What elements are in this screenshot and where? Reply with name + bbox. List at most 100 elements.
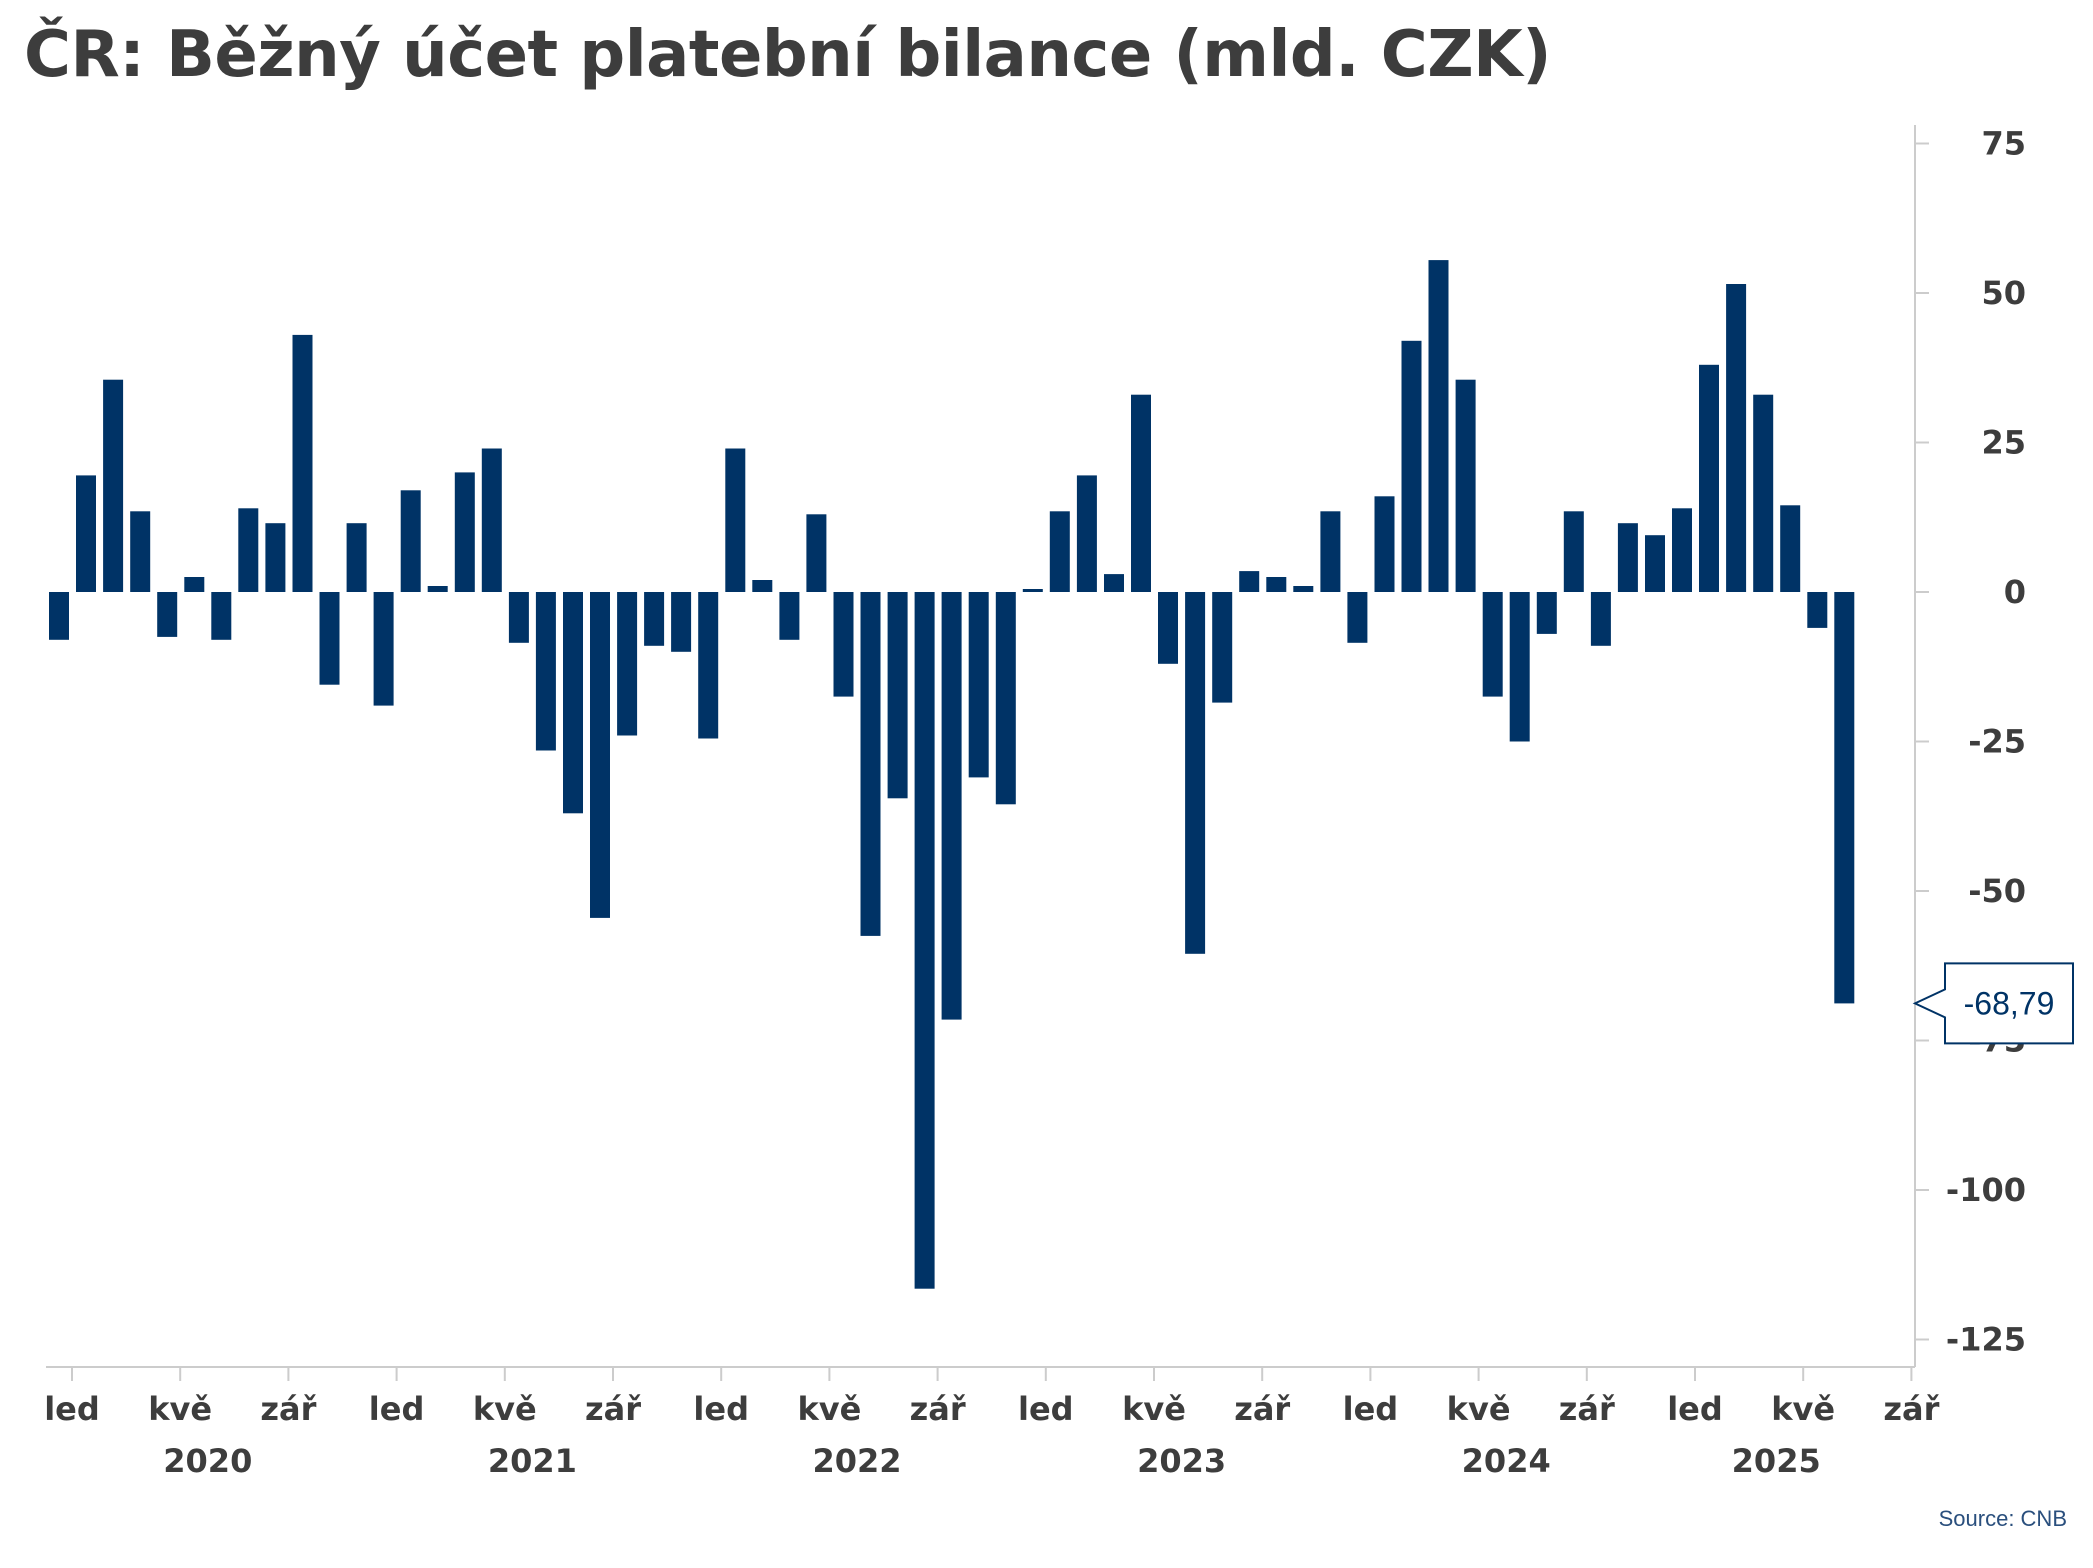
chart-title: ČR: Běžný účet platební bilance (mld. CZ… (24, 18, 1552, 92)
x-tick-label: zář (1559, 1390, 1615, 1428)
bar (1158, 592, 1178, 664)
bar (76, 475, 96, 592)
bar (319, 592, 340, 685)
bar (833, 592, 854, 697)
bar (1347, 592, 1368, 643)
y-tick-label: 75 (1981, 125, 2026, 163)
bar (752, 580, 773, 592)
bar (1401, 340, 1422, 592)
bar (265, 523, 286, 592)
bar (806, 514, 827, 592)
bar (1428, 260, 1449, 592)
bars-group (49, 260, 1855, 1289)
bar (644, 592, 665, 646)
bar (887, 592, 908, 799)
x-tick-label: zář (585, 1390, 641, 1428)
bar (1104, 574, 1124, 592)
y-tick-label: -50 (1968, 872, 2026, 910)
x-tick-label: zář (1234, 1390, 1290, 1428)
x-tick-label: zář (910, 1390, 966, 1428)
bar (1374, 496, 1395, 592)
x-tick-label: led (693, 1390, 749, 1428)
bar (1320, 511, 1341, 592)
bar (103, 379, 124, 592)
bar (1807, 592, 1828, 628)
x-tick-label: zář (260, 1390, 316, 1428)
bar (1049, 511, 1070, 592)
bar (914, 592, 935, 1289)
x-tick-label: kvě (148, 1390, 212, 1428)
bar (427, 586, 448, 592)
x-tick-label: kvě (1122, 1390, 1186, 1428)
y-tick-label: -100 (1946, 1171, 2026, 1209)
bar (508, 592, 529, 643)
callout-box (1912, 962, 2074, 1045)
y-tick-label: 25 (1981, 424, 2026, 462)
callout-value: -68,79 (1964, 985, 2055, 1021)
bar (671, 592, 692, 652)
bar (1699, 364, 1719, 592)
bar (346, 523, 367, 592)
bar (1753, 394, 1774, 592)
bar (1185, 592, 1206, 954)
bar (1455, 379, 1476, 592)
x-tick-label: led (44, 1390, 100, 1428)
bar (130, 511, 151, 592)
x-tick-label: led (1343, 1390, 1399, 1428)
bar (1536, 592, 1557, 634)
bar (1022, 589, 1043, 592)
bar (968, 592, 989, 778)
bar (157, 592, 178, 637)
bar (211, 592, 232, 640)
bar (860, 592, 881, 936)
bar (1239, 571, 1260, 592)
bar (1617, 523, 1638, 592)
x-year-label: 2020 (163, 1442, 252, 1480)
bar (1212, 592, 1233, 703)
bar (400, 490, 421, 592)
bar (617, 592, 638, 736)
bar (1509, 592, 1530, 742)
bar (995, 592, 1016, 805)
x-tick-label: led (369, 1390, 425, 1428)
x-year-label: 2025 (1732, 1442, 1821, 1480)
x-tick-label: kvě (473, 1390, 537, 1428)
y-tick-label: 50 (1981, 274, 2026, 312)
bar (1563, 511, 1584, 592)
bar (779, 592, 800, 640)
bar (698, 592, 719, 739)
x-year-label: 2024 (1462, 1442, 1551, 1480)
bar (1482, 592, 1503, 697)
bar (1293, 586, 1314, 592)
bar (590, 592, 610, 918)
bar (49, 592, 69, 640)
bar (238, 508, 259, 592)
x-year-label: 2023 (1137, 1442, 1226, 1480)
bar (1672, 508, 1692, 592)
bar (1590, 592, 1611, 646)
bar (292, 334, 313, 592)
bar (184, 577, 205, 592)
bar (1076, 475, 1097, 592)
bar (535, 592, 556, 751)
bar (481, 448, 502, 592)
x-tick-label: kvě (1771, 1390, 1835, 1428)
bar (373, 592, 394, 706)
bar (563, 592, 583, 814)
y-tick-label: -125 (1946, 1321, 2026, 1359)
x-tick-label: led (1667, 1390, 1723, 1428)
bar (1645, 535, 1665, 592)
last-value-callout: -68,79 (1912, 962, 2074, 1045)
bar (1726, 284, 1747, 592)
bar (725, 448, 746, 592)
bar (1834, 592, 1855, 1004)
x-tick-label: kvě (797, 1390, 861, 1428)
x-tick-label: led (1018, 1390, 1074, 1428)
bar (941, 592, 962, 1020)
x-ticks-group: led kvě zář led kvě zář led kvě zář led kvě zář led k… (44, 1367, 1940, 1480)
source-note: Source: CNB (1938, 1506, 2067, 1531)
bar (1266, 577, 1287, 592)
x-year-label: 2022 (812, 1442, 901, 1480)
